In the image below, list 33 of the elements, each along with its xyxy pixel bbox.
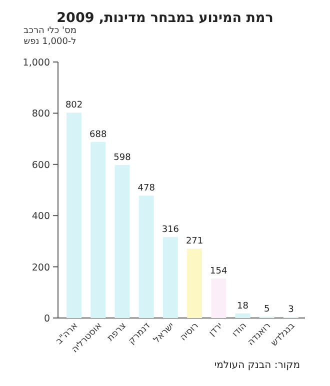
y-tick-label: 600 (32, 160, 50, 171)
bar (187, 248, 202, 318)
y-tick-label: 0 (44, 314, 50, 324)
data-label: 316 (162, 225, 180, 236)
data-label: 802 (65, 100, 83, 111)
x-tick-label: הודו (230, 320, 249, 340)
y-tick-label: 400 (32, 211, 50, 222)
data-label: 5 (264, 304, 270, 315)
data-label: 598 (114, 152, 132, 163)
data-label: 3 (288, 305, 294, 316)
data-label: 154 (210, 266, 228, 277)
text: מקור: הבנק העולמי (214, 360, 300, 371)
bar (66, 112, 82, 318)
x-tick-label: דנמרק (126, 321, 153, 347)
x-tick-label: צרפת (106, 321, 128, 344)
y-axis-title: מס' כלי הרכב ל-1,000 נפש (24, 26, 76, 47)
bar (114, 164, 130, 318)
bar (211, 278, 226, 318)
bar (90, 142, 106, 318)
data-label: 688 (90, 130, 108, 140)
data-label: 271 (186, 236, 204, 247)
x-tick-label: ירדן (207, 321, 225, 338)
x-tick-label: ישראל (152, 321, 177, 346)
data-label: 478 (138, 184, 156, 194)
y-tick-label: 800 (32, 108, 50, 120)
y-tick-label: 1,000 (22, 58, 50, 68)
bar (235, 313, 250, 318)
bar (162, 237, 178, 318)
bar (138, 196, 154, 318)
y-tick-label: 200 (32, 262, 50, 274)
chart-title: רמת המינוע במבחר מדינות, 2009 (56, 10, 274, 26)
x-tick-label: רוסיה (178, 321, 201, 344)
data-label: 18 (237, 301, 249, 312)
